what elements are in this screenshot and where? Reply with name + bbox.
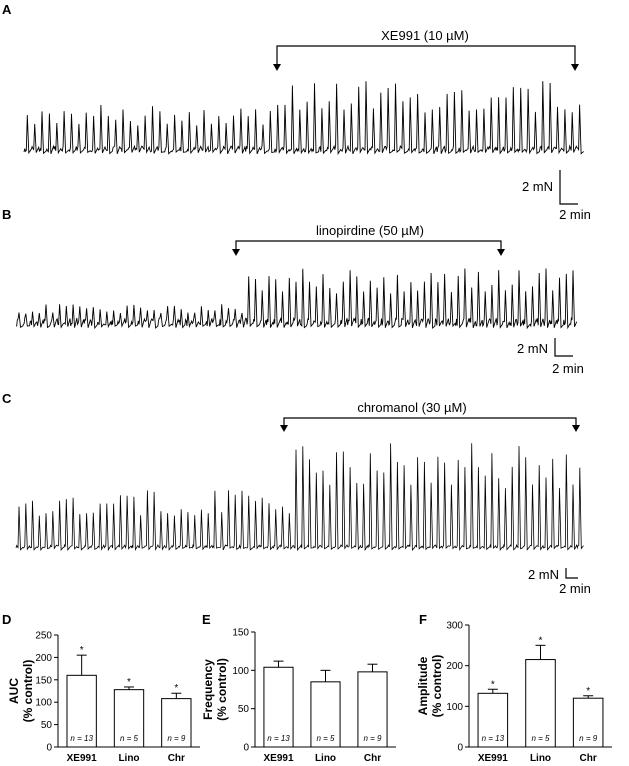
scale-bar-c-y: 2 mN bbox=[528, 567, 559, 582]
bar-e-xe991 bbox=[263, 666, 294, 748]
panel-label-c: C bbox=[2, 391, 12, 406]
drug-bracket-a bbox=[276, 45, 576, 65]
bar-e-lino bbox=[310, 681, 341, 748]
y-tick-label-d: 250 bbox=[35, 631, 52, 642]
n-label-d: n = 9 bbox=[167, 734, 186, 743]
bar-f-xe991 bbox=[477, 692, 509, 748]
n-label-f: n = 5 bbox=[531, 734, 550, 743]
significance-mark-f: * bbox=[586, 686, 590, 697]
panel-label-e: E bbox=[202, 612, 211, 627]
y-tick-label-f: 300 bbox=[446, 621, 463, 632]
y-axis-label-e: (% control) bbox=[215, 658, 229, 721]
significance-mark-f: * bbox=[491, 679, 495, 690]
scale-bar-b-x: 2 min bbox=[552, 361, 584, 376]
category-label-f: XE991 bbox=[478, 753, 508, 764]
y-tick-label-d: 200 bbox=[35, 653, 52, 664]
y-tick-label-f: 0 bbox=[457, 743, 463, 754]
y-tick-label-e: 100 bbox=[232, 666, 249, 677]
y-tick-label-d: 150 bbox=[35, 675, 52, 686]
panel-label-b: B bbox=[2, 207, 11, 222]
y-axis-label-e: Frequency bbox=[201, 659, 215, 720]
y-tick-label-e: 0 bbox=[243, 743, 249, 754]
panel-label-a: A bbox=[2, 2, 12, 17]
panel-a: A XE991 (10 µM) 2 mN 2 min bbox=[2, 2, 591, 222]
drug-label-c: chromanol (30 µM) bbox=[357, 400, 466, 415]
n-label-e: n = 9 bbox=[363, 734, 382, 743]
category-label-f: Chr bbox=[580, 753, 597, 764]
panel-d: D 0 50 100 150 200 250 AUC (% control) * n = 13 XE… bbox=[2, 612, 200, 764]
y-axis-label-f: (% control) bbox=[430, 655, 444, 718]
n-label-f: n = 13 bbox=[482, 734, 505, 743]
scale-bar-a-y: 2 mN bbox=[522, 179, 553, 194]
n-label-e: n = 5 bbox=[316, 734, 335, 743]
panel-b: B linopirdine (50 µM) 2 mN 2 min bbox=[2, 207, 584, 376]
scale-bar-c-x: 2 min bbox=[559, 581, 591, 596]
chart-e: 0 50 100 150 Frequency (% control) n = 13 XE991… bbox=[201, 628, 396, 764]
y-tick-label-d: 100 bbox=[35, 698, 52, 709]
scale-bar-c: 2 mN 2 min bbox=[528, 567, 591, 596]
y-tick-label-d: 50 bbox=[41, 720, 53, 731]
n-label-d: n = 5 bbox=[120, 734, 139, 743]
panel-e: E 0 50 100 150 Frequency (% control) n = 13 XE9… bbox=[201, 612, 396, 764]
panel-label-f: F bbox=[419, 612, 427, 627]
drug-bracket-b bbox=[235, 240, 502, 250]
significance-mark-f: * bbox=[539, 635, 543, 646]
significance-mark-d: * bbox=[80, 645, 84, 656]
arrowhead-a-start bbox=[273, 64, 281, 71]
y-axis-label-d: (% control) bbox=[21, 660, 35, 723]
drug-label-a: XE991 (10 µM) bbox=[381, 28, 469, 43]
category-label-f: Lino bbox=[530, 753, 551, 764]
significance-mark-d: * bbox=[127, 677, 131, 688]
scale-bar-b-y: 2 mN bbox=[517, 341, 548, 356]
y-tick-label-f: 100 bbox=[446, 702, 463, 713]
category-label-e: Chr bbox=[364, 753, 381, 764]
significance-mark-d: * bbox=[174, 683, 178, 694]
trace-a bbox=[23, 81, 584, 156]
trace-c bbox=[15, 443, 584, 552]
scale-bar-b: 2 mN 2 min bbox=[517, 338, 584, 376]
n-label-e: n = 13 bbox=[267, 734, 290, 743]
bar-d-xe991 bbox=[66, 674, 97, 748]
chart-f: 0 100 200 300 Amplitude (% control) * n = 13 XE9… bbox=[416, 621, 612, 764]
n-label-d: n = 13 bbox=[70, 734, 93, 743]
y-tick-label-f: 200 bbox=[446, 661, 463, 672]
n-label-f: n = 9 bbox=[579, 734, 598, 743]
chart-d: 0 50 100 150 200 250 AUC (% control) * n = 13 XE99… bbox=[7, 631, 200, 764]
category-label-e: XE991 bbox=[263, 753, 293, 764]
category-label-d: Lino bbox=[118, 753, 139, 764]
y-tick-label-e: 50 bbox=[238, 704, 250, 715]
y-axis-label-f: Amplitude bbox=[416, 656, 430, 715]
y-axis-label-d: AUC bbox=[7, 678, 21, 704]
arrowhead-b-end bbox=[497, 249, 505, 256]
y-tick-label-e: 150 bbox=[232, 628, 249, 639]
arrowhead-b-start bbox=[232, 249, 240, 256]
category-label-d: Chr bbox=[168, 753, 185, 764]
scale-bar-a: 2 mN 2 min bbox=[522, 170, 591, 222]
trace-b bbox=[15, 268, 578, 330]
scale-bar-a-x: 2 min bbox=[559, 207, 591, 222]
panel-label-d: D bbox=[2, 612, 11, 627]
y-tick-label-d: 0 bbox=[46, 743, 52, 754]
panel-f: F 0 100 200 300 Amplitude (% control) * n = 13 X… bbox=[416, 612, 612, 764]
drug-label-b: linopirdine (50 µM) bbox=[316, 223, 424, 238]
panel-c: C chromanol (30 µM) 2 mN 2 min bbox=[2, 391, 591, 596]
category-label-d: XE991 bbox=[67, 753, 97, 764]
drug-bracket-c bbox=[283, 417, 577, 426]
arrowhead-c-start bbox=[280, 425, 288, 432]
arrowhead-c-end bbox=[572, 425, 580, 432]
arrowhead-a-end bbox=[571, 64, 579, 71]
category-label-e: Lino bbox=[315, 753, 336, 764]
